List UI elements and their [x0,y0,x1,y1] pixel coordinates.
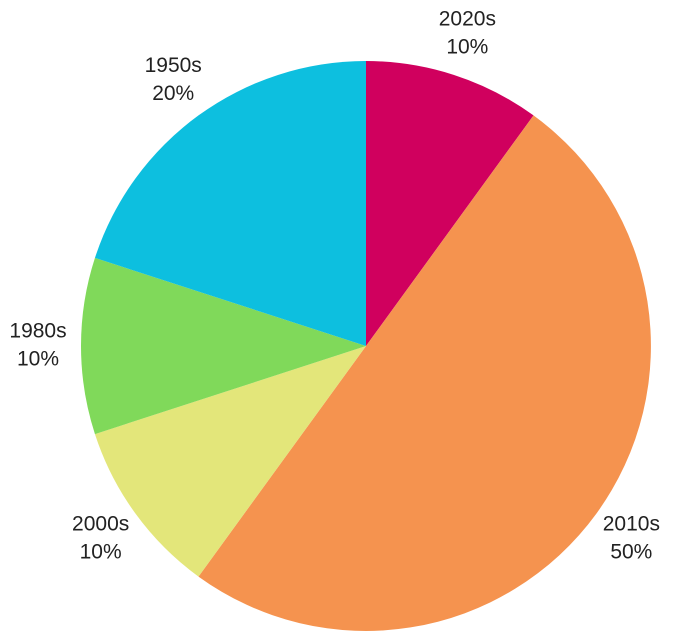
slice-value-label: 10% [80,540,122,563]
slice-value-label: 10% [17,348,59,371]
slice-value-label: 10% [446,36,488,59]
slice-value-label: 50% [610,540,652,563]
slice-label: 1950s [145,54,202,77]
slice-label: 2010s [603,512,660,535]
pie-slice [94,61,367,346]
slice-value-label: 20% [152,82,194,105]
pie-slice [198,115,651,631]
pie-slice [366,61,534,346]
pie-slice [81,257,367,435]
slice-label: 1980s [9,320,66,343]
slice-label: 2000s [72,512,129,535]
pie-slice [94,346,367,577]
slice-label: 2020s [439,8,496,31]
